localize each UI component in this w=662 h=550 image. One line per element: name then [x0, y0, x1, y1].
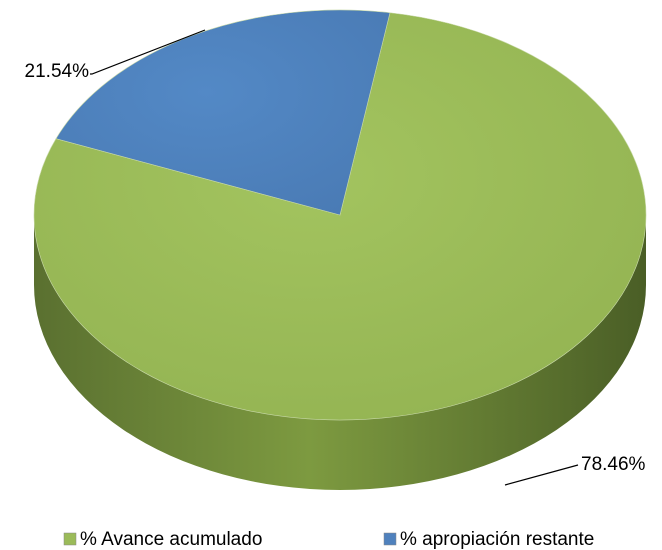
legend-label: % Avance acumulado [80, 529, 262, 550]
legend-swatch [383, 532, 397, 546]
leader-line [90, 29, 206, 75]
data-label: 78.46% [581, 454, 646, 475]
pie-slice [33, 12, 647, 421]
legend-swatch [63, 532, 77, 546]
legend-label: % apropiación restante [400, 529, 594, 550]
data-label: 21.54% [25, 61, 90, 82]
leader-line [504, 464, 579, 486]
slice-side [34, 215, 646, 490]
